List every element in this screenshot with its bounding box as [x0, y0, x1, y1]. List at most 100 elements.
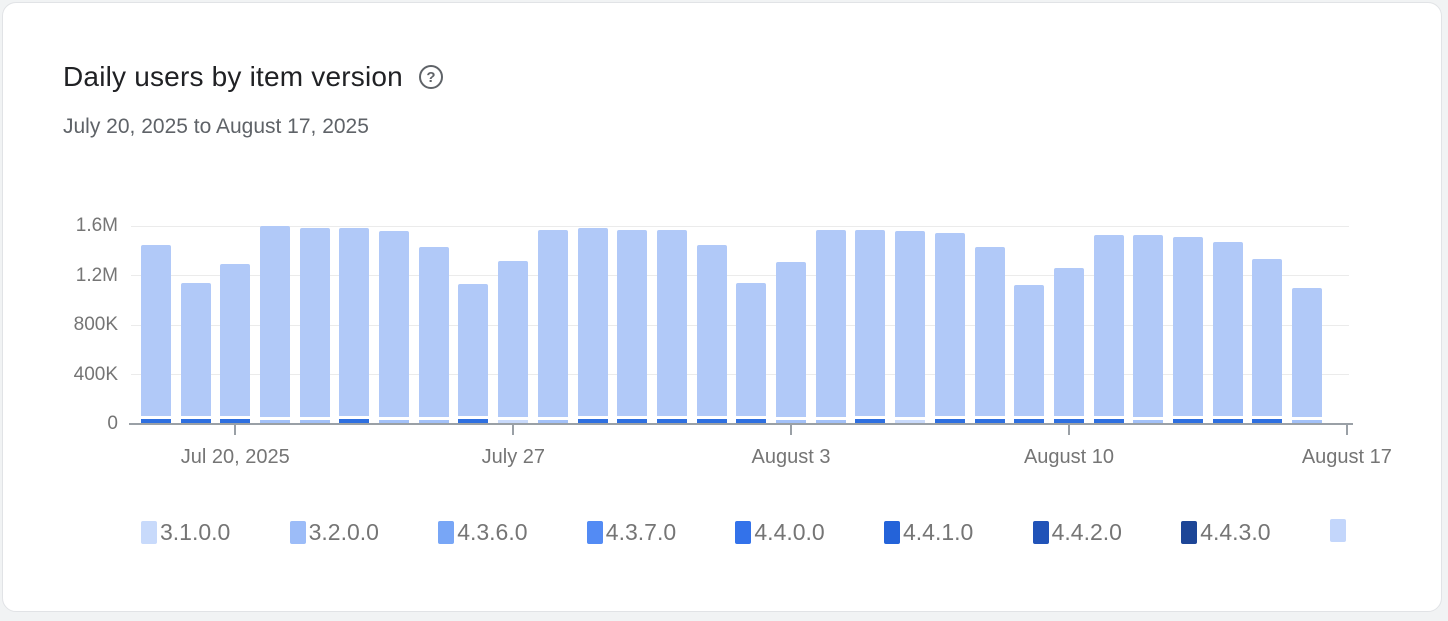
- chart-card: Daily users by item version ? July 20, 2…: [2, 2, 1442, 612]
- stacked-bar[interactable]: [855, 230, 886, 424]
- bar-segment-gap: [418, 417, 449, 420]
- bar-segment-accent: [1252, 419, 1283, 424]
- bar-segment-gap: [815, 417, 846, 420]
- x-axis-label: August 17: [1301, 446, 1392, 468]
- stacked-bar[interactable]: [895, 231, 926, 424]
- legend-label: 4.4.2.0: [1051, 519, 1122, 545]
- bar-segment-gap: [656, 416, 687, 419]
- legend-item: 4.3.6.0: [438, 519, 528, 546]
- bar-segment-main: [418, 247, 449, 417]
- bar-segment-accent: [220, 419, 251, 424]
- x-axis-tick: [790, 425, 793, 435]
- bar-segment-gap: [1252, 416, 1283, 419]
- stacked-bar[interactable]: [259, 226, 290, 424]
- bar-segment-gap: [379, 417, 410, 420]
- legend-swatch: [884, 521, 900, 544]
- y-axis-label: 1.6M: [75, 215, 118, 236]
- stacked-bar[interactable]: [1212, 242, 1243, 424]
- help-icon[interactable]: ?: [418, 65, 443, 89]
- stacked-bar[interactable]: [180, 283, 211, 424]
- legend-swatch: [141, 521, 157, 544]
- legend-item: 3.1.0.0: [141, 519, 230, 546]
- bar-segment-gap: [259, 417, 290, 420]
- legend-label: 3.1.0.0: [160, 519, 231, 545]
- bar-segment-gap: [1053, 416, 1084, 419]
- bar-segment-accent: [299, 420, 330, 424]
- bar-segment-accent: [696, 419, 727, 424]
- x-axis-tick: [512, 425, 515, 435]
- bar-segment-accent: [140, 419, 171, 424]
- bar-segment-accent: [498, 420, 529, 424]
- stacked-bar[interactable]: [339, 228, 370, 424]
- stacked-bar[interactable]: [1093, 235, 1124, 424]
- y-axis-label: 0: [107, 413, 118, 434]
- legend-swatch: [289, 521, 306, 544]
- stacked-bar[interactable]: [934, 233, 965, 424]
- bar-segment-gap: [458, 416, 489, 419]
- chart-legend: 3.1.0.0 3.2.0.0 4.3.6.0 4.3.7.0 4.4.0.0 4.4.1…: [3, 519, 1448, 545]
- bar-segment-main: [537, 230, 568, 417]
- legend-label: 4.4.0.0: [754, 519, 825, 545]
- legend-item: [1329, 519, 1346, 542]
- bar-segment-accent: [1133, 420, 1164, 424]
- bar-segment-gap: [1292, 417, 1323, 420]
- bar-segment-accent: [1292, 420, 1323, 424]
- stacked-bar[interactable]: [1014, 285, 1045, 424]
- legend-swatch: [1329, 519, 1346, 542]
- bar-segment-accent: [577, 419, 608, 424]
- stacked-bar[interactable]: [1292, 288, 1323, 424]
- y-axis-label: 800K: [73, 314, 118, 335]
- x-axis-line: [129, 423, 1353, 425]
- bar-segment-main: [1292, 288, 1323, 417]
- bar-segment-accent: [1212, 419, 1243, 424]
- x-axis-label: August 10: [1023, 446, 1115, 468]
- legend-label: 4.3.7.0: [605, 519, 677, 545]
- stacked-bar[interactable]: [656, 230, 687, 424]
- stacked-bar[interactable]: [379, 231, 410, 424]
- stacked-bar[interactable]: [537, 230, 568, 424]
- legend-label: 3.2.0.0: [308, 519, 379, 545]
- bar-segment-gap: [180, 416, 211, 419]
- bar-segment-gap: [696, 416, 727, 419]
- stacked-bar[interactable]: [418, 247, 449, 424]
- bar-segment-accent: [339, 419, 370, 424]
- bar-segment-accent: [974, 419, 1005, 424]
- stacked-bar[interactable]: [1133, 235, 1164, 424]
- bar-segment-main: [180, 283, 211, 416]
- bar-segment-gap: [1212, 416, 1243, 419]
- stacked-bar[interactable]: [220, 264, 251, 424]
- stacked-bar[interactable]: [776, 262, 807, 424]
- bar-segment-accent: [617, 419, 648, 424]
- bar-segment-main: [1053, 268, 1084, 416]
- stacked-bar[interactable]: [140, 245, 171, 424]
- bar-segment-main: [498, 261, 529, 417]
- legend-swatch: [1181, 521, 1198, 544]
- y-axis-label: 1.2M: [75, 264, 118, 286]
- stacked-bar[interactable]: [696, 245, 727, 424]
- bar-segment-accent: [934, 419, 965, 424]
- stacked-bar[interactable]: [1173, 237, 1204, 424]
- stacked-bar[interactable]: [577, 228, 608, 424]
- bar-segment-gap: [577, 416, 608, 419]
- bar-segment-main: [736, 283, 767, 416]
- stacked-bar[interactable]: [1252, 259, 1283, 424]
- bar-segment-accent: [458, 419, 489, 424]
- bar-segment-accent: [259, 420, 290, 424]
- legend-item: 4.4.0.0: [735, 519, 825, 546]
- bar-segment-gap: [498, 417, 529, 420]
- bar-segment-gap: [617, 416, 648, 419]
- bar-segment-accent: [656, 419, 687, 424]
- x-axis-tick: [1345, 425, 1348, 435]
- bar-segment-main: [656, 230, 687, 416]
- stacked-bar[interactable]: [299, 228, 330, 424]
- stacked-bar[interactable]: [1053, 268, 1084, 424]
- stacked-bar[interactable]: [974, 247, 1005, 424]
- stacked-bar[interactable]: [815, 230, 846, 424]
- stacked-bar[interactable]: [736, 283, 767, 424]
- bar-segment-gap: [974, 416, 1005, 419]
- x-axis-label: Jul 20, 2025: [180, 446, 290, 468]
- stacked-bar[interactable]: [458, 284, 489, 424]
- stacked-bar[interactable]: [617, 230, 648, 424]
- stacked-bar[interactable]: [498, 261, 529, 424]
- bar-segment-accent: [379, 420, 410, 424]
